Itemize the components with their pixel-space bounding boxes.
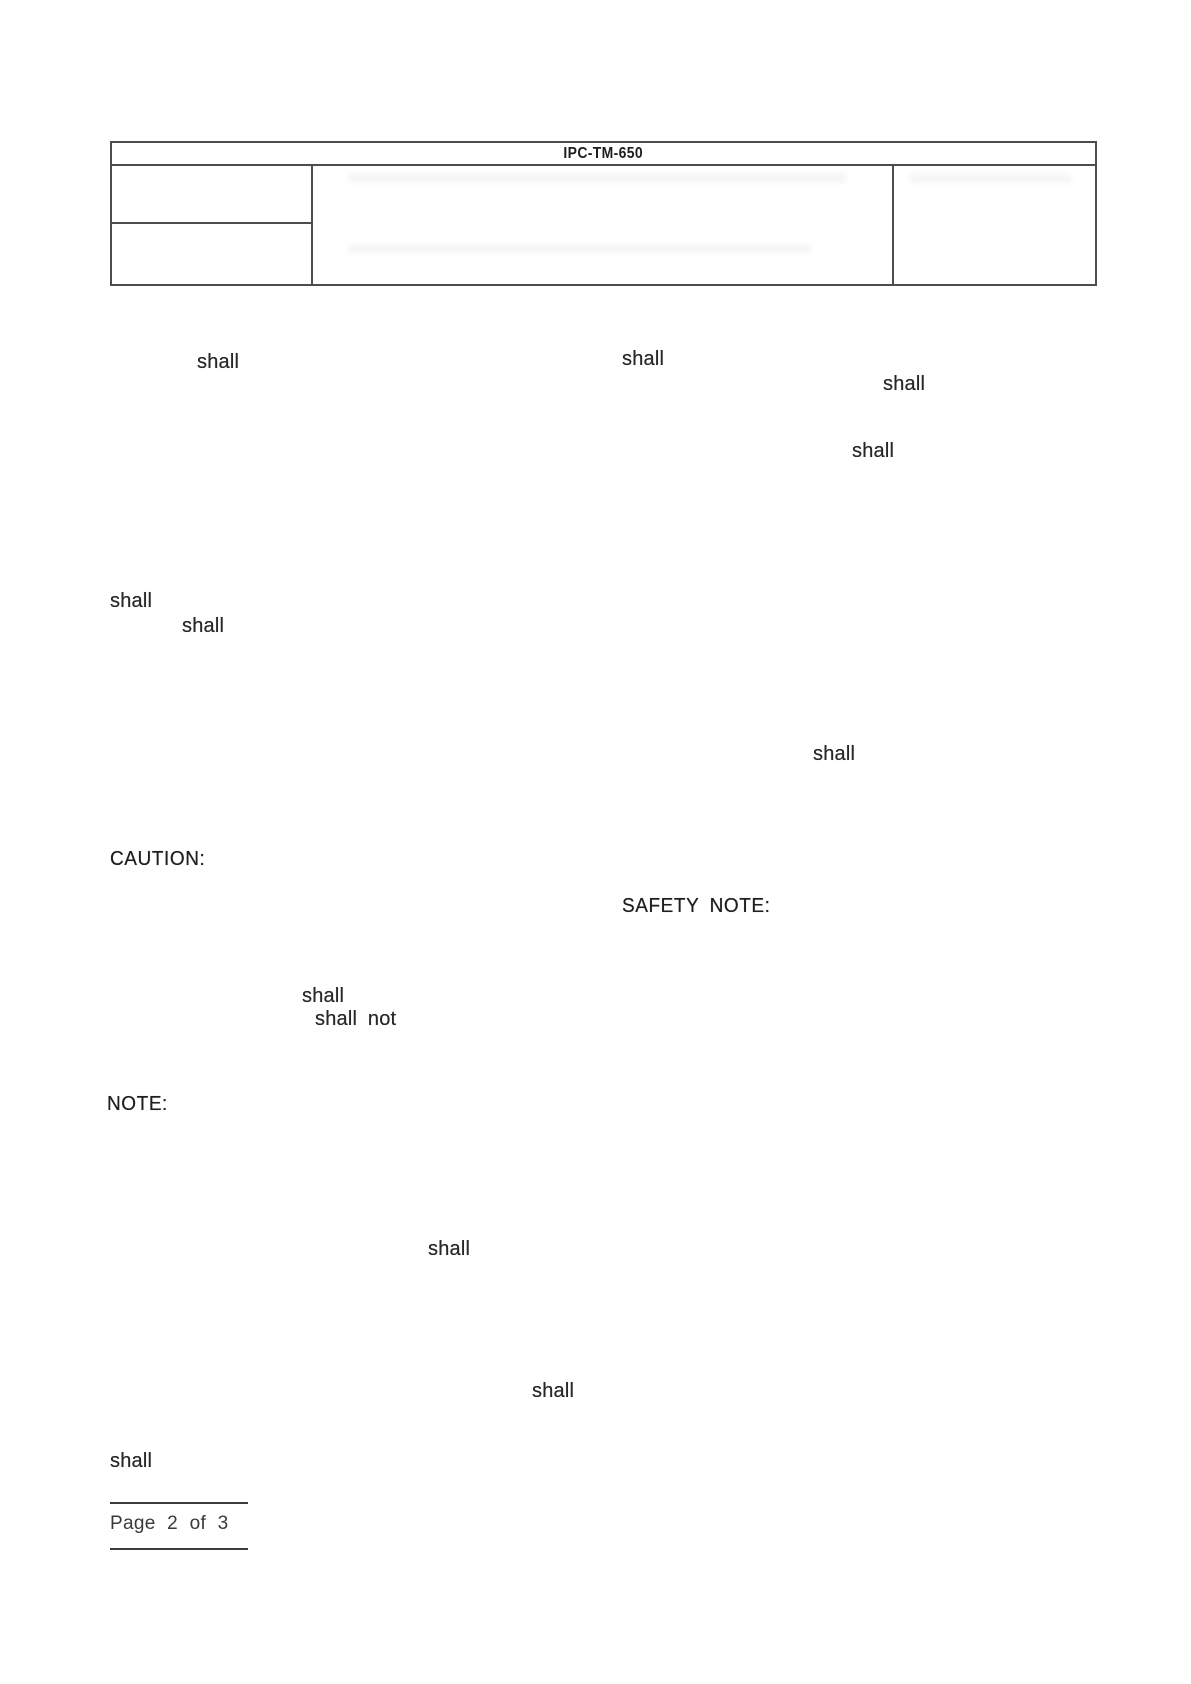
keyword-shall: shall	[622, 348, 665, 370]
footer-divider	[110, 1548, 248, 1550]
keyword-shall: shall	[883, 373, 926, 395]
header-table-title-row: IPC-TM-650	[112, 143, 1095, 166]
keyword-shall: shall	[197, 351, 240, 373]
keyword-shall: shall	[852, 440, 895, 462]
ghost-text-artifact	[347, 173, 846, 183]
header-table-left-column	[112, 166, 313, 284]
header-table-cell-right	[892, 166, 1095, 284]
footer-divider	[110, 1502, 248, 1504]
keyword-shall: shall	[182, 615, 225, 637]
keyword-shall: shall	[532, 1380, 575, 1402]
standard-number: IPC-TM-650	[563, 144, 644, 162]
heading-note: NOTE:	[107, 1093, 168, 1115]
heading-caution: CAUTION:	[110, 848, 206, 870]
keyword-shall: shall	[110, 1450, 153, 1472]
header-table-body	[112, 166, 1095, 284]
header-table-cell-left-bottom	[112, 224, 311, 284]
heading-safety-note: SAFETY NOTE:	[622, 895, 771, 917]
header-table: IPC-TM-650	[110, 141, 1097, 286]
keyword-shall: shall	[110, 590, 153, 612]
header-table-cell-center	[313, 166, 892, 284]
keyword-shall-not: shall not	[315, 1008, 397, 1030]
keyword-shall: shall	[302, 985, 345, 1007]
page-number-label: Page 2 of 3	[110, 1513, 229, 1534]
keyword-shall: shall	[428, 1238, 471, 1260]
ghost-text-artifact	[347, 244, 811, 253]
ghost-text-artifact	[910, 174, 1071, 183]
keyword-shall: shall	[813, 743, 856, 765]
header-table-cell-left-top	[112, 166, 311, 224]
